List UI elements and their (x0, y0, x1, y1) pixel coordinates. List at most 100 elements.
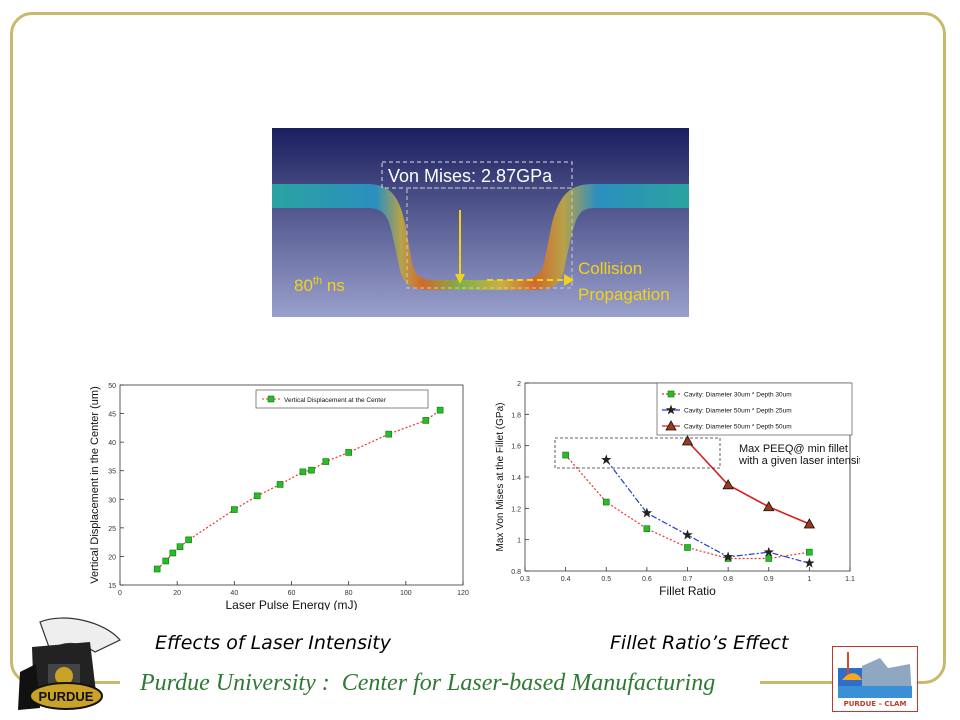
data-point-s2 (804, 557, 815, 568)
data-point-s1 (253, 492, 261, 500)
x-tick-label: 0.4 (561, 576, 571, 583)
x-tick-label: 60 (288, 590, 296, 597)
data-point-s3 (763, 500, 775, 512)
data-point-s3 (681, 435, 694, 446)
propagation-arrowhead (564, 274, 574, 286)
legend-marker-3 (665, 420, 677, 431)
data-point-s3 (722, 479, 734, 490)
deformed-plate (272, 184, 689, 290)
stress-label: Von Mises: 2.87GPa (388, 166, 553, 186)
series-line-3 (686, 440, 810, 525)
x-tick-label: 0.5 (601, 576, 611, 583)
data-point-s3 (803, 518, 816, 529)
x-axis-label: Laser Pulse Energy (mJ) (225, 598, 357, 610)
legend-label-2: Cavity: Diameter 50um * Depth 25um (684, 408, 792, 415)
purdue-clam-logo (832, 646, 918, 712)
data-point-s1 (231, 506, 238, 513)
data-point-s1 (385, 430, 392, 438)
y-tick-label: 25 (108, 526, 116, 533)
x-axis-label: Fillet Ratio (659, 584, 716, 598)
y-tick-label: 1 (517, 538, 521, 545)
x-tick-label: 1.1 (845, 576, 855, 583)
y-axis-label: Vertical Displacement in the Center (um) (89, 386, 101, 583)
x-tick-label: 0.7 (683, 576, 693, 583)
legend-box (255, 389, 429, 409)
data-point-s1 (299, 468, 307, 476)
x-tick-label: 0 (118, 590, 122, 597)
y-axis-label: Max Von Mises at the Fillet (GPa) (495, 403, 506, 552)
data-point-s1 (162, 557, 170, 565)
displacement-chart: 0 20 40 60 80 100 120 15 20 25 30 35 40 45 50 Laser Pul… (89, 383, 469, 610)
caption-right: Fillet Ratio’s Effect (610, 632, 789, 654)
data-point-s1 (602, 498, 610, 506)
data-point-s1 (176, 543, 184, 551)
simulation-image: Von Mises: 2.87GPa 80th ns Collision Pro… (272, 128, 689, 317)
y-tick-label: 2 (517, 381, 521, 388)
legend-marker-2 (665, 404, 677, 415)
legend-marker-1 (667, 390, 675, 398)
data-point-s1 (322, 458, 330, 465)
y-tick-label: 1.6 (511, 444, 521, 451)
data-point-s2 (763, 546, 774, 557)
propagation-label-1: Collision (578, 259, 642, 278)
x-tick-label: 0.8 (723, 576, 733, 583)
annotation-box (554, 437, 721, 469)
x-tick-label: 0.3 (520, 576, 530, 583)
data-point-s1 (185, 536, 192, 544)
y-tick-label: 45 (108, 412, 116, 419)
footer-title: Purdue University : Center for Laser-bas… (140, 670, 716, 696)
legend-label-1: Cavity: Diameter 30um * Depth 30um (684, 392, 792, 399)
y-tick-label: 1.4 (511, 475, 521, 482)
y-tick-label: 50 (108, 383, 116, 390)
y-tick-label: 35 (108, 469, 116, 476)
data-point-s1 (153, 565, 161, 573)
annotation-line-1: Max PEEQ@ min fillet (739, 443, 848, 455)
data-point-s2 (682, 529, 693, 540)
legend-box (656, 382, 853, 436)
data-point-s2 (641, 507, 653, 518)
purdue-clam-label: PURDUE – CLAM (843, 700, 907, 708)
impact-arrowhead (455, 274, 465, 284)
data-point-s1 (643, 525, 651, 532)
x-tick-label: 1 (807, 576, 811, 583)
legend-label: Vertical Displacement at the Center (284, 397, 387, 404)
data-point-s1 (345, 449, 352, 456)
data-point-s2 (722, 551, 734, 562)
y-tick-label: 20 (108, 554, 116, 561)
purdue-logo-text: PURDUE (39, 689, 94, 704)
y-tick-label: 0.8 (511, 569, 521, 576)
y-tick-label: 15 (108, 583, 116, 590)
x-tick-label: 20 (173, 590, 181, 597)
annotation-line-2: with a given laser intensity (738, 455, 860, 467)
data-point-s1 (684, 544, 691, 551)
x-tick-label: 40 (230, 590, 238, 597)
x-tick-label: 80 (345, 590, 353, 597)
data-point-s1 (422, 417, 430, 424)
cavity-outline (406, 187, 573, 289)
data-point-s1 (308, 466, 315, 474)
frame-gap (120, 675, 760, 689)
series-line-2 (605, 459, 810, 564)
caption-left: Effects of Laser Intensity (155, 632, 391, 654)
legend-label-3: Cavity: Diameter 50um * Depth 50um (684, 424, 792, 431)
purdue-train-logo: PURDUE (18, 617, 121, 710)
x-tick-label: 100 (400, 590, 412, 597)
x-tick-label: 120 (457, 590, 469, 597)
data-point-s1 (562, 451, 569, 459)
legend-marker (267, 395, 275, 403)
propagation-label-2: Propagation (578, 285, 670, 304)
plot-area (119, 384, 464, 586)
data-point-s1 (765, 555, 773, 562)
y-tick-label: 1.8 (511, 412, 521, 419)
von-mises-chart: 0.3 0.4 0.5 0.6 0.7 0.8 0.9 1 1.1 0.8 1 1.2 1.4 1.6 1.… (495, 381, 860, 598)
x-tick-label: 0.6 (642, 576, 652, 583)
y-tick-label: 40 (108, 440, 116, 447)
data-point-s2 (601, 454, 612, 465)
y-tick-label: 30 (108, 497, 116, 504)
data-point-s1 (276, 481, 284, 488)
data-point-s1 (436, 406, 444, 414)
time-label: 80th ns (294, 275, 345, 295)
data-point-s1 (806, 548, 813, 556)
x-tick-label: 0.9 (764, 576, 774, 583)
data-point-s1 (169, 549, 177, 557)
